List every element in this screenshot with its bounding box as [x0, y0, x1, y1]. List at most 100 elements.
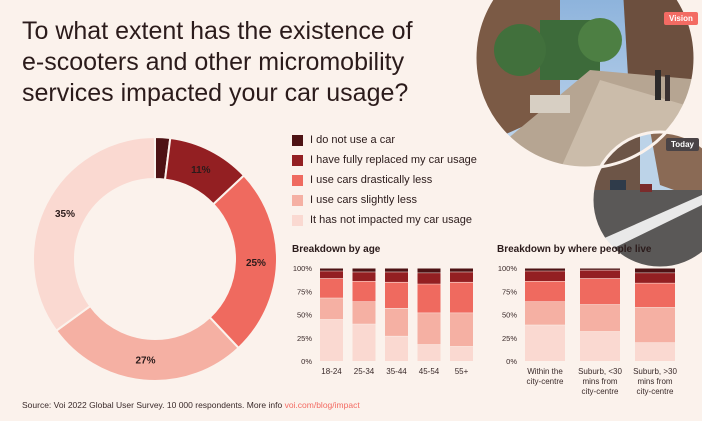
bar-segment: [580, 278, 620, 305]
page-title: To what extent has the existence of e-sc…: [22, 16, 462, 109]
title-line: services impacted your car usage?: [22, 79, 409, 107]
bar-segment: [525, 301, 565, 325]
age-panel-title: Breakdown by age: [292, 244, 381, 255]
y-tick-label: 25%: [297, 334, 312, 343]
donut-data-label: 35%: [55, 209, 75, 220]
donut-data-label: 25%: [246, 258, 266, 269]
bar-segment: [450, 271, 473, 282]
bar-segment: [450, 346, 473, 361]
vision-photo: [475, 0, 695, 168]
bar-segment: [635, 342, 675, 361]
legend-swatch: [292, 194, 303, 206]
legend-label: I use cars slightly less: [310, 194, 417, 206]
legend-label: I use cars drastically less: [310, 174, 433, 186]
bar-segment: [385, 281, 408, 308]
y-tick-label: 50%: [297, 311, 312, 320]
legend-item-no-car: I do not use a car: [292, 130, 477, 150]
title-line: To what extent has the existence of: [22, 17, 413, 45]
x-tick-label: city-centre: [582, 387, 619, 396]
bar-segment: [635, 282, 675, 308]
x-tick-label: 35-44: [386, 367, 407, 376]
legend-swatch: [292, 214, 303, 226]
bar-segment: [417, 268, 441, 273]
x-tick-label: 45-54: [419, 367, 440, 376]
vision-tag: Vision: [664, 12, 698, 25]
donut-slice: [32, 135, 156, 333]
legend: I do not use a car I have fully replaced…: [292, 130, 477, 230]
bar-segment: [320, 268, 343, 271]
source-link[interactable]: voi.com/blog/impact: [284, 400, 360, 410]
x-tick-label: Suburb, <30: [578, 367, 622, 376]
bar-segment: [580, 268, 620, 270]
bar-segment: [635, 307, 675, 343]
bar-segment: [352, 323, 376, 361]
x-tick-label: city-centre: [527, 377, 564, 386]
bar-segment: [320, 270, 343, 279]
legend-swatch: [292, 174, 303, 186]
y-tick-label: 25%: [502, 334, 517, 343]
bar-segment: [417, 283, 441, 313]
bar-segment: [417, 312, 441, 345]
bar-segment: [450, 268, 473, 272]
bar-segment: [580, 331, 620, 361]
legend-item-not-impacted: It has not impacted my car usage: [292, 210, 477, 230]
bar-segment: [525, 324, 565, 361]
x-tick-label: Suburb, >30: [633, 367, 677, 376]
source-text: Source: Voi 2022 Global User Survey. 10 …: [22, 400, 285, 410]
legend-item-drastically-less: I use cars drastically less: [292, 170, 477, 190]
legend-label: I have fully replaced my car usage: [310, 154, 477, 166]
x-tick-label: 18-24: [321, 367, 342, 376]
x-tick-label: 55+: [455, 367, 469, 376]
bar-segment: [385, 307, 408, 336]
bar-segment: [352, 268, 376, 272]
bar-segment: [352, 301, 376, 324]
legend-label: It has not impacted my car usage: [310, 214, 473, 226]
bar-segment: [320, 297, 343, 320]
x-tick-label: mins from: [582, 377, 617, 386]
y-tick-label: 100%: [498, 264, 518, 273]
bar-segment: [450, 281, 473, 313]
source-note: Source: Voi 2022 Global User Survey. 10 …: [22, 400, 360, 410]
y-tick-label: 75%: [297, 287, 312, 296]
donut-data-label: 27%: [135, 356, 155, 367]
bar-segment: [580, 269, 620, 279]
bar-segment: [580, 304, 620, 332]
bar-segment: [525, 281, 565, 302]
location-breakdown-chart: 0%25%50%75%100%Within thecity-centreSubu…: [498, 264, 678, 396]
bar-segment: [525, 270, 565, 282]
y-tick-label: 50%: [502, 311, 517, 320]
x-tick-label: city-centre: [637, 387, 674, 396]
bar-segment: [385, 268, 408, 272]
bar-segment: [320, 319, 343, 361]
age-breakdown-chart: 0% 25% 50% 75% 100% 18-24 25-34 35-44 45-54 55+: [293, 264, 473, 376]
x-tick-label: mins from: [637, 377, 672, 386]
bar-segment: [320, 278, 343, 298]
bar-segment: [385, 271, 408, 282]
legend-label: I do not use a car: [310, 134, 395, 146]
bar-segment: [635, 268, 675, 273]
bar-segment: [635, 272, 675, 283]
legend-item-fully-replaced: I have fully replaced my car usage: [292, 150, 477, 170]
y-tick-label: 75%: [502, 287, 517, 296]
title-line: e-scooters and other micromobility: [22, 48, 405, 76]
bar-segment: [352, 281, 376, 302]
legend-swatch: [292, 134, 303, 146]
bar-segment: [417, 344, 441, 361]
bar-segment: [525, 268, 565, 271]
x-tick-label: 25-34: [354, 367, 375, 376]
today-tag: Today: [666, 138, 699, 151]
y-tick-label: 100%: [293, 264, 313, 273]
bar-segment: [352, 271, 376, 282]
legend-swatch: [292, 154, 303, 166]
x-tick-label: Within the: [527, 367, 563, 376]
bar-segment: [385, 335, 408, 361]
donut-chart: 11% 25% 27% 35%: [32, 135, 278, 382]
bar-segment: [450, 312, 473, 347]
legend-item-slightly-less: I use cars slightly less: [292, 190, 477, 210]
where-panel-title: Breakdown by where people live: [497, 244, 652, 255]
y-tick-label: 0%: [301, 357, 312, 366]
donut-slice: [208, 174, 278, 350]
y-tick-label: 0%: [506, 357, 517, 366]
donut-data-label: 11%: [191, 165, 211, 176]
bar-segment: [417, 272, 441, 284]
